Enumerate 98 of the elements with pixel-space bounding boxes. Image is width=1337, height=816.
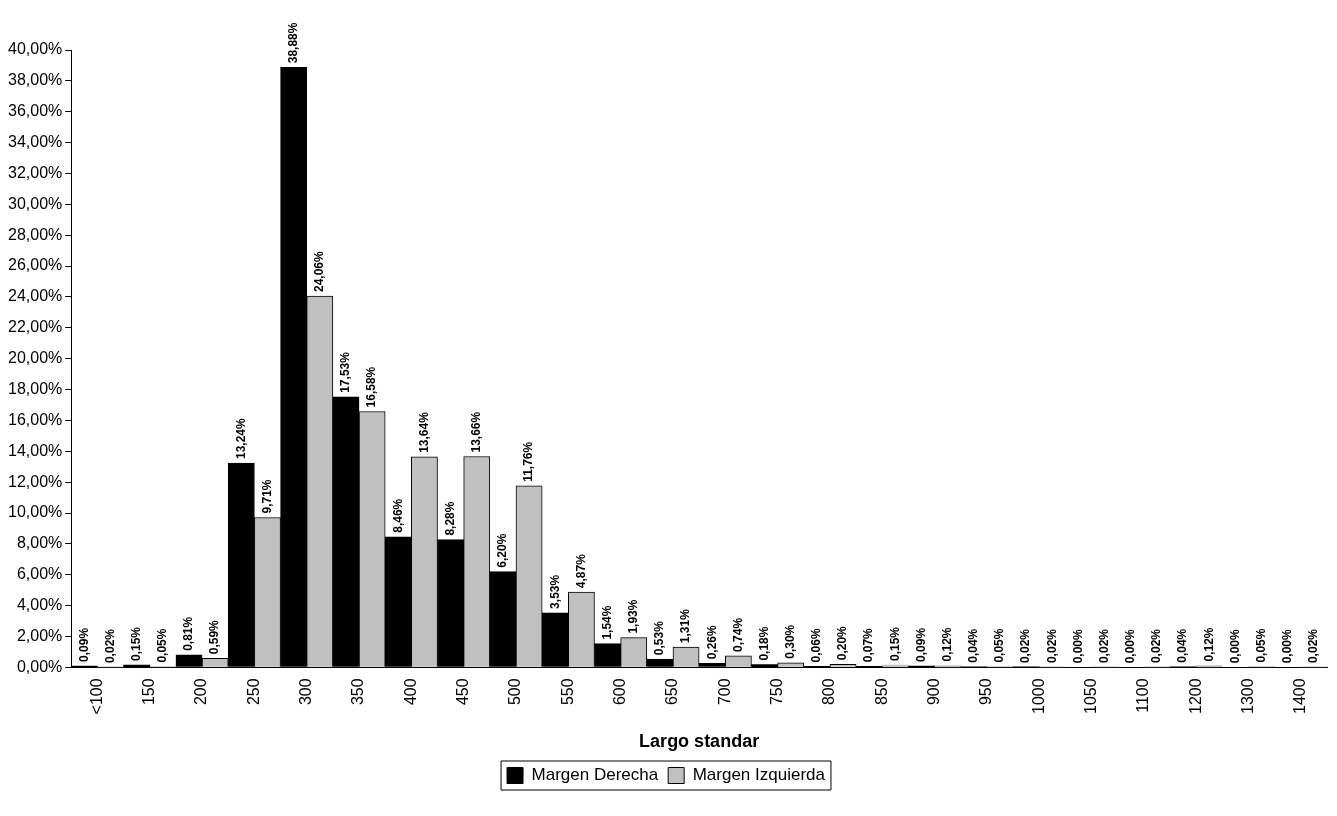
x-tick-label: 400 xyxy=(401,678,419,706)
x-axis-title: Largo standar xyxy=(639,731,760,752)
data-label: 0,02% xyxy=(1306,628,1321,664)
y-tick-label: 32,00% xyxy=(8,163,63,181)
data-label: 0,00% xyxy=(1227,629,1242,664)
y-tick-label: 4,00% xyxy=(16,596,63,614)
data-label: 0,06% xyxy=(809,628,824,663)
x-tick-label: 650 xyxy=(663,678,681,706)
x-tick-label: 500 xyxy=(506,678,524,706)
data-label: 0,02% xyxy=(1044,628,1059,664)
x-tick-label: 1300 xyxy=(1238,678,1256,714)
data-label: 16,58% xyxy=(364,366,379,408)
x-tick-label: 850 xyxy=(872,678,890,706)
data-label: 17,53% xyxy=(338,351,353,393)
y-tick-label: 26,00% xyxy=(8,256,63,274)
x-tick-label: 1100 xyxy=(1134,678,1152,713)
y-tick-label: 6,00% xyxy=(16,565,63,583)
data-label: 0,02% xyxy=(1096,628,1111,664)
data-label: 38,88% xyxy=(285,22,300,64)
data-label: 0,04% xyxy=(1175,628,1190,663)
bar xyxy=(934,665,962,668)
y-tick-label: 12,00% xyxy=(8,472,63,490)
x-tick-label: 700 xyxy=(715,678,733,706)
y-tick-label: 2,00% xyxy=(16,626,63,644)
x-tick-label: 1200 xyxy=(1186,678,1204,714)
y-tick-label: 20,00% xyxy=(8,349,63,367)
data-label: 4,87% xyxy=(573,553,588,589)
data-label: 0,81% xyxy=(181,616,196,651)
y-tick-label: 40,00% xyxy=(8,40,63,58)
data-label: 0,02% xyxy=(1018,628,1033,664)
x-tick-label: 950 xyxy=(977,678,995,706)
legend-label: Margen Izquierda xyxy=(692,765,826,785)
y-tick-label: 36,00% xyxy=(8,102,63,120)
data-label: 0,05% xyxy=(155,628,170,663)
data-label: 0,07% xyxy=(861,627,876,663)
data-label: 3,53% xyxy=(547,574,562,609)
x-tick-label: 1050 xyxy=(1081,678,1099,714)
data-label: 13,64% xyxy=(416,411,431,453)
x-tick-label: 250 xyxy=(244,678,262,706)
x-tick-label: 600 xyxy=(611,678,629,706)
x-tick-label: 800 xyxy=(820,678,838,706)
data-label: 13,66% xyxy=(469,411,484,453)
data-label: 8,28% xyxy=(442,501,457,536)
data-label: 11,76% xyxy=(521,441,536,482)
data-label: 1,54% xyxy=(599,605,614,640)
data-label: 0,15% xyxy=(887,626,902,662)
x-tick-label: 350 xyxy=(349,678,367,706)
x-tick-label: 900 xyxy=(924,678,942,706)
data-label: 0,04% xyxy=(966,628,981,663)
data-label: 1,31% xyxy=(678,608,693,644)
x-tick-label: 1000 xyxy=(1029,678,1047,714)
y-tick-label: 28,00% xyxy=(8,225,63,243)
x-tick-label: 750 xyxy=(768,678,786,706)
data-label: 1,93% xyxy=(626,599,641,634)
data-label: 0,09% xyxy=(76,627,91,662)
y-tick-label: 10,00% xyxy=(8,503,63,521)
data-label: 24,06% xyxy=(312,250,327,293)
data-label: 0,59% xyxy=(207,619,222,655)
x-tick-label: 300 xyxy=(297,678,315,706)
data-label: 13,24% xyxy=(233,417,248,460)
y-tick-label: 14,00% xyxy=(8,441,63,459)
data-label: 0,26% xyxy=(704,624,719,660)
data-label: 8,46% xyxy=(390,498,405,533)
x-tick-label: <100 xyxy=(87,678,105,715)
y-tick-label: 22,00% xyxy=(8,318,63,336)
data-label: 0,53% xyxy=(652,620,667,656)
data-label: 0,00% xyxy=(1280,629,1295,664)
data-label: 0,18% xyxy=(756,626,771,661)
data-label: 0,02% xyxy=(1149,628,1164,664)
data-label: 0,30% xyxy=(783,624,798,659)
data-label: 9,71% xyxy=(259,479,274,514)
data-label: 0,05% xyxy=(1253,628,1268,663)
y-tick-label: 8,00% xyxy=(16,534,63,552)
y-tick-label: 34,00% xyxy=(8,133,63,151)
data-label: 0,02% xyxy=(102,628,117,664)
data-label: 0,15% xyxy=(128,626,143,662)
y-tick-label: 38,00% xyxy=(8,71,63,89)
data-label: 6,20% xyxy=(495,533,510,568)
data-label: 0,09% xyxy=(913,627,928,662)
data-label: 0,05% xyxy=(992,628,1007,663)
y-tick-label: 24,00% xyxy=(8,287,63,305)
data-label: 0,12% xyxy=(939,627,954,662)
data-label: 0,74% xyxy=(730,617,745,652)
data-label: 0,20% xyxy=(835,625,850,661)
x-tick-label: 1400 xyxy=(1291,678,1309,714)
x-tick-label: 150 xyxy=(140,678,158,706)
y-tick-label: 30,00% xyxy=(8,194,63,212)
legend-label: Margen Derecha xyxy=(531,765,659,785)
x-tick-label: 550 xyxy=(558,678,576,706)
bar xyxy=(1195,665,1223,668)
data-label: 0,00% xyxy=(1123,629,1138,664)
data-label: 0,12% xyxy=(1201,627,1216,662)
data-label: 0,00% xyxy=(1070,629,1085,664)
y-tick-label: 18,00% xyxy=(8,379,63,397)
x-tick-label: 450 xyxy=(454,678,472,706)
y-tick-label: 16,00% xyxy=(8,410,63,428)
x-tick-label: 200 xyxy=(192,678,210,706)
y-tick-label: 0,00% xyxy=(16,657,63,675)
